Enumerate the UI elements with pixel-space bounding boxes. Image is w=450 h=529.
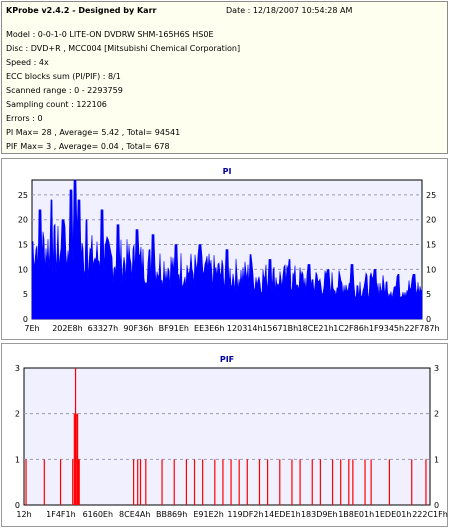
y-tick-label-left: 10 bbox=[18, 265, 28, 274]
x-tick-label: BB869h bbox=[156, 510, 187, 519]
y-tick-label-right: 2 bbox=[434, 410, 439, 419]
x-tick-label: 1F4F1h bbox=[46, 510, 76, 519]
y-tick-label-right: 5 bbox=[426, 290, 431, 299]
pif-summary-line: PIF Max= 3 , Average= 0.04 , Total= 678 bbox=[6, 142, 170, 151]
x-tick-label: 22F787h bbox=[404, 324, 439, 333]
errors-line: Errors : 0 bbox=[6, 114, 43, 123]
y-tick-label-right: 15 bbox=[426, 241, 436, 250]
x-tick-label: 183D9Eh bbox=[301, 510, 338, 519]
y-tick-label-left: 20 bbox=[18, 216, 28, 225]
scanned-range-line: Scanned range : 0 - 2293759 bbox=[6, 86, 123, 95]
x-tick-label: 8CE4Ah bbox=[119, 510, 150, 519]
x-tick-label: 14EDE1h bbox=[264, 510, 301, 519]
ecc-sum-line: ECC blocks sum (PI/PIF) : 8/1 bbox=[6, 72, 121, 81]
x-tick-label: 1C2F86h bbox=[333, 324, 369, 333]
scan-date: Date : 12/18/2007 10:54:28 AM bbox=[226, 6, 353, 15]
y-tick-label-left: 1 bbox=[15, 455, 20, 464]
pi-summary-line: PI Max= 28 , Average= 5.42 , Total= 9454… bbox=[6, 128, 181, 137]
pif-chart: PIF 0 0 1 1 2 2 3 3 12h 1F4F1h 6160Eh 8CE4Ah BB869h E9… bbox=[15, 355, 448, 519]
y-tick-label-right: 25 bbox=[426, 191, 436, 200]
x-tick-label: 202E8h bbox=[52, 324, 82, 333]
chart-title: PIF bbox=[220, 355, 234, 364]
disc-info-panel: KProbe v2.4.2 - Designed by Karr Date : … bbox=[1, 1, 448, 154]
chart-title: PI bbox=[223, 167, 232, 176]
x-tick-label: 90F36h bbox=[123, 324, 153, 333]
disc-line: Disc : DVD+R , MCC004 [Mitsubishi Chemic… bbox=[6, 44, 241, 53]
x-tick-label: 12h bbox=[16, 510, 31, 519]
x-tick-label: 63327h bbox=[88, 324, 119, 333]
x-tick-label: 7Eh bbox=[24, 324, 39, 333]
pi-chart: PI 0 0 5 5 10 10 15 15 20 20 25 25 7Eh 202E8h 63327h 90F… bbox=[18, 167, 440, 333]
plot-area bbox=[23, 367, 431, 506]
y-tick-label-left: 3 bbox=[15, 364, 20, 373]
y-tick-label-right: 1 bbox=[434, 455, 439, 464]
x-tick-label: 1F9345h bbox=[369, 324, 404, 333]
y-tick-label-right: 20 bbox=[426, 216, 436, 225]
speed-line: Speed : 4x bbox=[6, 58, 49, 67]
pif-chart-panel: PIF 0 0 1 1 2 2 3 3 12h 1F4F1h 6160Eh 8CE4Ah BB869h E9… bbox=[1, 343, 448, 527]
x-tick-label: 120314h bbox=[227, 324, 263, 333]
y-tick-label-left: 0 bbox=[23, 315, 28, 324]
x-tick-label: E91E2h bbox=[193, 510, 223, 519]
x-tick-label: 1EDE01h bbox=[375, 510, 412, 519]
sampling-count-line: Sampling count : 122106 bbox=[6, 100, 107, 109]
pi-chart-panel: PI 0 0 5 5 10 10 15 15 20 20 25 25 7Eh 202E8h 63327h 90F… bbox=[1, 158, 448, 340]
x-tick-label: 222C1Fh bbox=[412, 510, 448, 519]
y-tick-label-left: 0 bbox=[15, 501, 20, 510]
x-tick-label: EE3E6h bbox=[194, 324, 224, 333]
y-tick-label-left: 15 bbox=[18, 241, 28, 250]
y-tick-label-left: 5 bbox=[23, 290, 28, 299]
y-tick-label-right: 0 bbox=[434, 501, 439, 510]
app-title: KProbe v2.4.2 - Designed by Karr bbox=[6, 6, 157, 15]
x-tick-label: 18CE21h bbox=[298, 324, 334, 333]
x-tick-label: 15671Bh bbox=[262, 324, 298, 333]
x-tick-label: BF91Eh bbox=[159, 324, 189, 333]
y-tick-label-left: 2 bbox=[15, 410, 20, 419]
x-tick-label: 6160Eh bbox=[83, 510, 113, 519]
model-line: Model : 0-0-1-0 LITE-ON DVDRW SHM-165H6S… bbox=[6, 30, 214, 39]
pi-series bbox=[31, 179, 423, 320]
y-tick-label-right: 0 bbox=[426, 315, 431, 324]
y-tick-label-right: 10 bbox=[426, 265, 436, 274]
y-tick-label-left: 25 bbox=[18, 191, 28, 200]
x-tick-label: 119DF2h bbox=[227, 510, 263, 519]
y-tick-label-right: 3 bbox=[434, 364, 439, 373]
x-tick-label: 1B8E01h bbox=[338, 510, 374, 519]
